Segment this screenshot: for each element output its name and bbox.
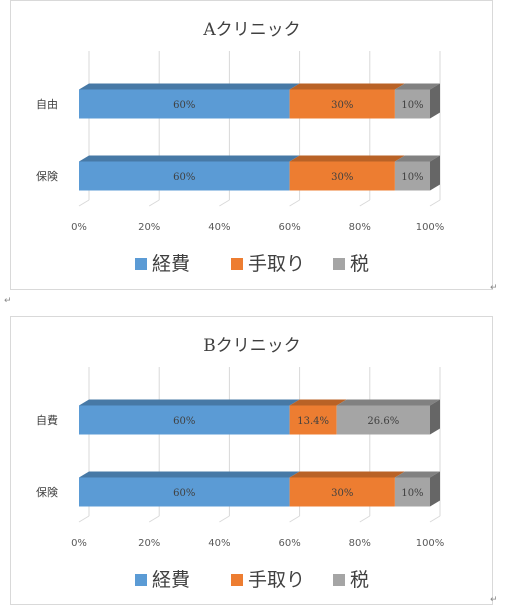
legend-label: 税 (350, 569, 369, 591)
floor-gridline (289, 199, 300, 207)
x-tick-label: 80% (349, 222, 371, 233)
floor-gridline (359, 515, 371, 523)
legend-label: 手取り (248, 253, 305, 275)
bar-top-face (289, 399, 347, 406)
bar-top-face (289, 471, 405, 478)
bar-side-face (430, 155, 440, 191)
bar-segment (289, 89, 395, 119)
legend-label: 税 (350, 253, 369, 275)
x-tick-label: 80% (349, 538, 371, 549)
paragraph-mark: ↵ (490, 595, 498, 605)
bar-top-face (394, 83, 440, 90)
bar-top-face (336, 399, 440, 406)
x-tick-label: 0% (71, 538, 87, 549)
chart-a-svg: Aクリニック 0% 20% 40% 60% 80% 100% 自由 60% 30% 10% 保険 60%… (36, 20, 445, 275)
bar-segment (79, 89, 290, 119)
paragraph-mark: ↵ (4, 296, 12, 306)
legend-swatch (231, 574, 243, 586)
bar-segment (336, 405, 430, 435)
x-tick-label: 40% (208, 538, 230, 549)
bar-top-face (289, 155, 405, 162)
legend-label: 手取り (248, 569, 305, 591)
chart-a: Aクリニック 0% 20% 40% 60% 80% 100% 自由 60% 30% 10% 保険 60%… (10, 0, 493, 290)
legend-swatch (333, 574, 345, 586)
bar-top-face (79, 399, 300, 406)
bar-segment (394, 477, 430, 507)
data-label: 10% (401, 100, 423, 111)
x-tick-label: 0% (71, 222, 87, 233)
category-label: 保険 (36, 485, 58, 499)
bar-segment (394, 89, 430, 119)
bar-segment (394, 161, 430, 191)
bar-segment (79, 161, 290, 191)
chart-title: Aクリニック (202, 20, 300, 40)
floor-gridline (289, 515, 300, 523)
data-label: 60% (173, 100, 195, 111)
data-label: 60% (173, 488, 195, 499)
legend-swatch (333, 258, 345, 270)
data-label: 26.6% (367, 416, 399, 427)
bar-segment (289, 477, 395, 507)
floor-gridline (359, 199, 371, 207)
data-label: 30% (331, 172, 353, 183)
bar-top-face (394, 155, 440, 162)
chart-b-svg: Bクリニック 0% 20% 40% 60% 80% 100% 自費 60% 13.4% 26.6% 保… (36, 336, 445, 591)
chart-title: Bクリニック (203, 336, 301, 356)
category-label: 自由 (36, 97, 58, 111)
legend-label: 経費 (152, 569, 190, 591)
x-tick-label: 40% (208, 222, 230, 233)
data-label: 60% (173, 172, 195, 183)
bar-segment (79, 477, 290, 507)
data-label: 13.4% (297, 416, 329, 427)
data-label: 60% (173, 416, 195, 427)
bar-top-face (79, 155, 300, 162)
x-tick-label: 100% (416, 222, 445, 233)
floor-gridline (148, 515, 160, 523)
floor-gridline (219, 199, 230, 207)
bar-top-face (394, 471, 440, 478)
floor-gridline (429, 199, 441, 207)
floor-gridline (429, 515, 441, 523)
category-label: 保険 (36, 169, 58, 183)
legend-swatch (231, 258, 243, 270)
data-label: 10% (401, 172, 423, 183)
floor-gridline (219, 515, 230, 523)
bar-segment (79, 405, 290, 435)
chart-b: Bクリニック 0% 20% 40% 60% 80% 100% 自費 60% 13.4% 26.6% 保… (10, 316, 493, 605)
x-tick-label: 60% (278, 538, 300, 549)
floor-gridline (78, 199, 90, 207)
legend-label: 経費 (152, 253, 190, 275)
bar-top-face (79, 471, 300, 478)
bar-side-face (430, 83, 440, 119)
bar-side-face (430, 471, 440, 507)
bar-segment (289, 161, 395, 191)
bar-segment (289, 405, 337, 435)
legend-swatch (135, 574, 147, 586)
category-label: 自費 (36, 413, 58, 427)
x-tick-label: 100% (416, 538, 445, 549)
data-label: 10% (401, 488, 423, 499)
bar-side-face (430, 399, 440, 435)
floor-gridline (148, 199, 160, 207)
x-tick-label: 20% (138, 538, 160, 549)
legend-swatch (135, 258, 147, 270)
x-tick-label: 20% (138, 222, 160, 233)
data-label: 30% (331, 488, 353, 499)
bar-top-face (79, 83, 300, 90)
data-label: 30% (331, 100, 353, 111)
floor-gridline (78, 515, 90, 523)
x-tick-label: 60% (278, 222, 300, 233)
bar-top-face (289, 83, 405, 90)
paragraph-mark: ↵ (490, 283, 498, 293)
